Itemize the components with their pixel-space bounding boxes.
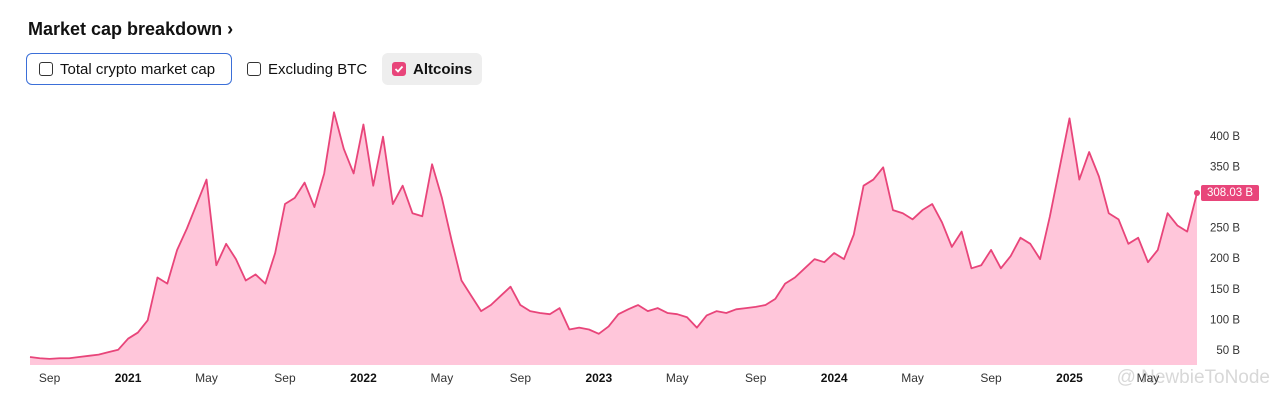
area-fill (30, 112, 1197, 366)
option[interactable]: Total crypto market cap (26, 53, 232, 85)
area-line (29, 111, 1198, 360)
x-tick-label: Sep (745, 371, 767, 385)
value-badge (1201, 185, 1259, 202)
y-tick-label: 200 B (1210, 253, 1240, 265)
x-tick-label: May (431, 371, 454, 385)
section-title[interactable]: Market cap breakdown › (28, 19, 234, 39)
x-tick-label: Sep (980, 371, 1002, 385)
x-tick-label: Sep (39, 371, 61, 385)
watermark: @ NewbieToNode (1117, 367, 1270, 388)
x-tick-label: Sep (274, 371, 296, 385)
checkbox[interactable] (247, 62, 261, 76)
x-tick-label: 2025 (1056, 371, 1083, 385)
option-label: Altcoins (413, 60, 473, 78)
x-tick-label: 2024 (821, 371, 848, 385)
x-tick-label: Sep (510, 371, 532, 385)
y-tick-label: 250 B (1210, 223, 1240, 235)
y-tick-label: 100 B (1210, 314, 1240, 326)
check-icon (394, 65, 404, 73)
y-tick-label: 50 B (1216, 345, 1240, 357)
x-tick-label: 2022 (350, 371, 377, 385)
y-tick-label: 400 B (1210, 131, 1240, 143)
x-tick-label: 2021 (115, 371, 142, 385)
value-label: 308.03 B (1207, 187, 1253, 199)
x-tick-label: 2023 (585, 371, 612, 385)
option[interactable]: Excluding BTC (237, 53, 377, 85)
x-tick-label: May (666, 371, 689, 385)
x-tick-label: May (901, 371, 924, 385)
option-label: Excluding BTC (268, 60, 368, 78)
x-tick-label: May (195, 371, 218, 385)
checkbox[interactable] (392, 62, 406, 76)
option-label: Total crypto market cap (60, 60, 216, 78)
x-tick-label: May (1137, 371, 1160, 385)
y-tick-label: 350 B (1210, 161, 1240, 173)
last-point (1194, 190, 1200, 197)
y-tick-label: 150 B (1210, 284, 1240, 296)
option[interactable]: Altcoins (382, 53, 483, 85)
checkbox[interactable] (39, 62, 53, 76)
